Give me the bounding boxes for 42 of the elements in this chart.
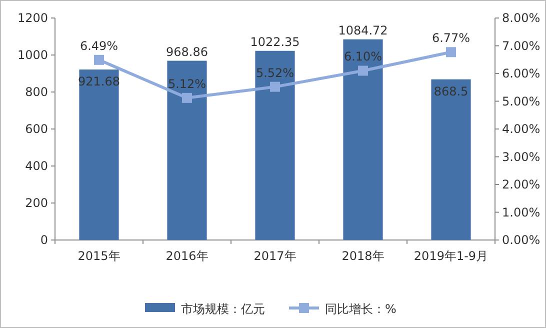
bar [255, 50, 295, 240]
x-tick-label: 2018年 [342, 249, 384, 263]
y2-tick-label: 3.00% [502, 150, 540, 164]
y-tick-label: 200 [25, 196, 48, 210]
y-tick-label: 1000 [17, 48, 48, 62]
legend-label: 市场规模：亿元 [181, 302, 265, 316]
data-label: 6.77% [432, 31, 470, 46]
y2-tick-label: 7.00% [502, 38, 540, 53]
x-tick-label: 2017年 [254, 249, 296, 263]
y2-tick-label: 5.00% [502, 94, 540, 108]
y-tick-label: 800 [25, 85, 48, 99]
x-tick-label: 2016年 [166, 249, 208, 263]
y-tick-label: 600 [25, 122, 48, 136]
data-label: 868.5 [434, 84, 468, 98]
point [358, 66, 368, 76]
data-label: 6.10% [344, 50, 382, 64]
point [94, 54, 104, 65]
y-tick-label: 1200 [17, 11, 48, 25]
y2-tick-label: 0.00% [502, 233, 540, 247]
y-tick-label: 0 [40, 233, 48, 247]
bar [79, 69, 119, 240]
x-tick-label: 2015年 [78, 249, 120, 263]
y2-tick-label: 6.00% [502, 66, 540, 80]
legend-label: 同比增长：% [325, 302, 396, 316]
bar [167, 60, 207, 240]
point [446, 47, 456, 58]
data-label: 968.86 [166, 44, 208, 59]
bar [343, 39, 383, 240]
bar [431, 79, 471, 240]
point [182, 92, 192, 103]
data-label: 1022.35 [250, 34, 300, 49]
y2-tick-label: 1.00% [502, 205, 540, 220]
data-label: 5.52% [256, 66, 294, 80]
point [270, 82, 280, 92]
data-label: 1084.72 [338, 23, 388, 38]
y-tick-label: 400 [25, 159, 48, 173]
data-label: 6.49% [80, 38, 118, 53]
y2-tick-label: 8.00% [502, 11, 540, 25]
x-tick-label: 2019年1-9月 [414, 249, 488, 263]
data-label: 5.12% [168, 76, 206, 91]
y2-tick-label: 2.00% [502, 178, 540, 192]
y2-tick-label: 4.00% [502, 122, 540, 136]
